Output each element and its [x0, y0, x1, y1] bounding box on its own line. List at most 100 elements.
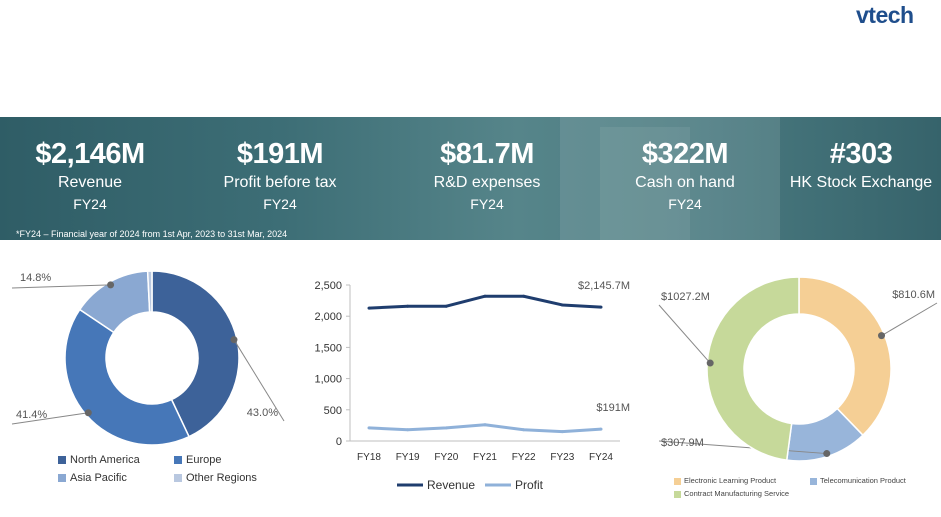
series-end-label: $2,145.7M [578, 280, 630, 292]
legend-item-europe: Europe [174, 454, 221, 466]
stat-cash: $322M Cash on hand FY24 [595, 137, 775, 213]
legend-label: Revenue [427, 478, 475, 492]
legend-swatch [58, 456, 66, 465]
callout-line [11, 412, 89, 425]
data-point [367, 306, 371, 310]
data-point [444, 426, 448, 430]
x-tick-label: FY23 [550, 452, 574, 463]
x-tick-label: FY20 [434, 452, 458, 463]
y-tick-label: 2,000 [314, 311, 342, 323]
y-tick-label: 1,000 [314, 374, 342, 386]
stat-value: #303 [829, 138, 893, 170]
stat-value: $322M [641, 138, 729, 170]
legend-item-electronic-learning: Electronic Learning Product [674, 476, 776, 485]
slice-value-label: 41.4% [16, 409, 47, 421]
stat-period: FY24 [470, 196, 504, 212]
data-point [560, 430, 564, 434]
x-tick-label: FY19 [396, 452, 420, 463]
stat-period: FY24 [668, 196, 702, 212]
data-point [560, 303, 564, 307]
data-point [522, 428, 526, 432]
callout-dot [823, 450, 831, 458]
legend-swatch [674, 477, 681, 485]
legend-item-asia-pacific: Asia Pacific [58, 472, 127, 484]
y-tick-label: 0 [336, 436, 342, 448]
callout-line [881, 302, 938, 337]
data-point [522, 294, 526, 298]
slice-value-label: 43.0% [247, 407, 278, 419]
data-point [367, 426, 371, 430]
callout-dot [706, 359, 714, 367]
fy-footnote: *FY24 – Financial year of 2024 from 1st … [16, 229, 288, 239]
legend-item-telecommunication: Telecomunication Product [810, 476, 906, 485]
kpi-banner: $2,146M Revenue FY24 $191M Profit before… [0, 117, 941, 240]
slice-value-label: $1027.2M [661, 291, 710, 303]
region-donut-chart: 43.0% 41.4% 14.8% [11, 270, 285, 446]
x-tick-label: FY21 [473, 452, 497, 463]
data-point [406, 428, 410, 432]
legend-swatch [174, 456, 182, 465]
stat-label: HK Stock Exchange [789, 174, 933, 191]
data-point [599, 427, 603, 431]
series-line-revenue [368, 294, 602, 310]
legend-item-north-america: North America [58, 454, 140, 466]
segment-legend: Electronic Learning Product Telecomunica… [674, 476, 934, 502]
data-point [483, 294, 487, 298]
stat-period: FY24 [263, 196, 297, 212]
x-tick-label: FY22 [512, 452, 536, 463]
legend-label: Electronic Learning Product [684, 476, 777, 485]
series-end-label: $191M [596, 402, 630, 414]
y-tick-label: 2,500 [314, 280, 342, 292]
legend-label: North America [70, 454, 140, 466]
callout-dot [107, 281, 115, 289]
legend-label: Other Regions [186, 472, 257, 484]
legend-swatch [674, 490, 681, 498]
slice-value-label: 14.8% [20, 272, 51, 284]
donut-slice [798, 276, 892, 437]
legend-label: Profit [515, 478, 544, 492]
callout-line [658, 304, 711, 364]
revenue-profit-line-chart: 0 500 1,000 1,500 2,000 2,500 FY18 FY19 FY20 FY21… [314, 280, 630, 492]
stat-revenue: $2,146M Revenue FY24 [0, 137, 180, 213]
callout-line [658, 440, 827, 455]
vtech-logo: vtech [856, 2, 914, 28]
donut-slice [146, 270, 153, 313]
stat-label: Cash on hand [635, 174, 735, 191]
x-tick-label: FY18 [357, 452, 381, 463]
x-tick-label: FY24 [589, 452, 613, 463]
callout-line [11, 284, 111, 289]
region-legend: North America Europe Asia Pacific Other … [58, 454, 298, 490]
data-point [406, 304, 410, 308]
data-point [599, 305, 603, 309]
y-tick-label: 500 [324, 405, 342, 417]
stat-rnd: $81.7M R&D expenses FY24 [397, 137, 577, 213]
segment-donut-chart: $810.6M $307.9M $1027.2M [658, 276, 938, 462]
stat-label: Profit before tax [223, 174, 337, 191]
banner-photo-highlight [600, 127, 690, 240]
stat-label: R&D expenses [433, 174, 541, 191]
stat-exchange: #303 HK Stock Exchange [771, 137, 941, 193]
data-point [444, 304, 448, 308]
callout-line [233, 339, 285, 422]
stat-value: $2,146M [35, 138, 145, 170]
stat-profit: $191M Profit before tax FY24 [190, 137, 370, 213]
stat-value: $191M [236, 138, 324, 170]
legend-swatch [174, 474, 182, 483]
callout-dot [878, 332, 886, 340]
stat-label: Revenue [57, 174, 123, 191]
legend-item-other-regions: Other Regions [174, 472, 257, 484]
y-tick-label: 1,500 [314, 342, 342, 354]
callout-dot [230, 336, 238, 344]
donut-slice [706, 276, 800, 462]
donut-slice [64, 308, 191, 446]
stat-value: $81.7M [440, 138, 534, 170]
data-point [483, 423, 487, 427]
legend-label: Asia Pacific [70, 472, 127, 484]
donut-slice [151, 270, 240, 438]
callout-dot [84, 409, 92, 417]
legend-swatch [810, 477, 817, 485]
legend-label: Contract Manufacturing Service [684, 489, 790, 498]
banner-photo-highlight [560, 117, 780, 240]
legend-swatch [58, 474, 66, 483]
legend-label: Europe [186, 454, 222, 466]
